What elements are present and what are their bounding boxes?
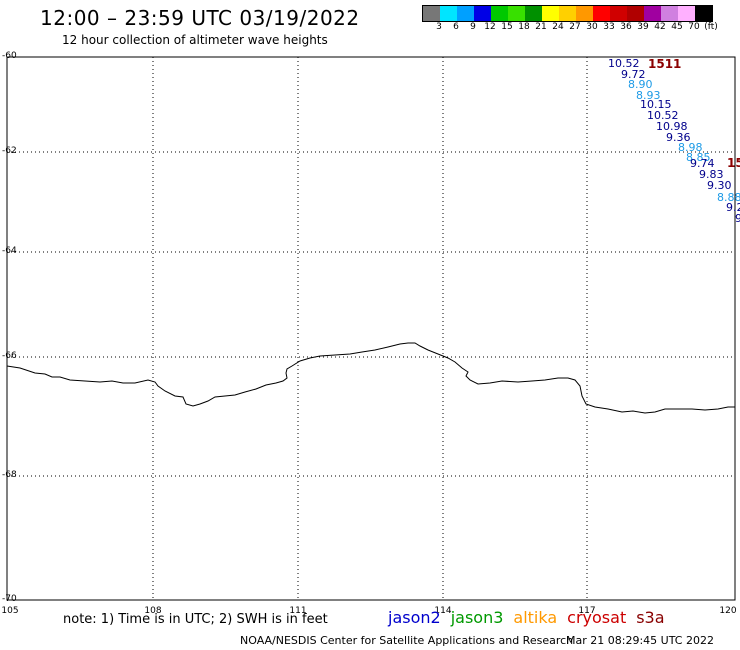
swh-color-scale-labels: 3 6 9 12 15 18 21 24 27 30 33 36 39 42 45 70 (ft) (422, 22, 740, 34)
footer-credit: NOAA/NESDIS Center for Satellite Applica… (240, 634, 574, 647)
color-swatch (678, 6, 695, 21)
longitude-label: 114 (434, 606, 452, 616)
swh-value-label: 9.83 (699, 168, 724, 181)
page-subtitle: 12 hour collection of altimeter wave hei… (62, 33, 328, 47)
swh-value-label: 9.72 (621, 68, 646, 81)
swh-value-label: 8.98 (678, 141, 703, 154)
swh-value-label: 10.52 (608, 57, 640, 70)
color-scale-label: 3 (436, 22, 442, 32)
swh-value-label: 9.30 (707, 179, 732, 192)
color-scale-label: 70 (688, 22, 700, 32)
swh-value-label: 8.88 (717, 191, 740, 204)
color-swatch (610, 6, 627, 21)
swh-value-label: 8.93 (636, 89, 661, 102)
color-swatch (644, 6, 661, 21)
swh-value-label: 9.74 (690, 157, 715, 170)
swh-label-group: 10.529.728.908.9310.1510.5210.989.368.98… (608, 57, 740, 225)
swh-value-label: 9 (735, 212, 740, 225)
color-scale-label: 30 (586, 22, 598, 32)
longitude-label: 105 (1, 606, 19, 616)
footer-timestamp: Mar 21 08:29:45 UTC 2022 (566, 634, 714, 647)
color-swatch (661, 6, 678, 21)
latitude-label: -66 (2, 351, 17, 361)
swh-value-label: 10.15 (640, 98, 672, 111)
color-scale-label: 15 (501, 22, 513, 32)
latitude-label: -62 (2, 146, 17, 156)
color-scale-label: 45 (671, 22, 683, 32)
color-scale-label: 42 (654, 22, 666, 32)
color-swatch (491, 6, 508, 21)
longitude-label: 120 (719, 606, 737, 616)
latitude-label: -60 (2, 51, 17, 61)
color-swatch (457, 6, 474, 21)
footer-note: note: 1) Time is in UTC; 2) SWH is in fe… (63, 612, 328, 627)
legend-item-jason3: jason3 (450, 608, 504, 627)
swh-value-label: 8.90 (628, 78, 653, 91)
color-scale-label: 33 (603, 22, 615, 32)
swh-color-scale (422, 5, 713, 22)
page-title: 12:00 – 23:59 UTC 03/19/2022 (40, 6, 360, 30)
swh-value-label: 10.98 (656, 120, 688, 133)
color-swatch (695, 6, 712, 21)
color-swatch (508, 6, 525, 21)
color-scale-label: 27 (569, 22, 581, 32)
color-scale-label: 21 (535, 22, 547, 32)
color-scale-label: 36 (620, 22, 632, 32)
track-id-label: 15 (727, 156, 740, 170)
color-swatch (559, 6, 576, 21)
color-scale-label: 24 (552, 22, 564, 32)
color-swatch (440, 6, 457, 21)
track-id-label: 1511 (648, 57, 681, 71)
swh-value-label: 8.85 (686, 151, 711, 164)
color-swatch (525, 6, 542, 21)
antarctic-coastline (6, 342, 735, 414)
map-frame (6, 56, 736, 601)
color-scale-label: 39 (637, 22, 649, 32)
swh-value-label: 9.36 (666, 131, 691, 144)
latitude-label: -64 (2, 246, 17, 256)
legend-item-jason2: jason2 (388, 608, 441, 627)
legend-item-altika: altika (513, 608, 558, 627)
longitude-label: 108 (144, 606, 162, 616)
color-swatch (423, 6, 440, 21)
swh-value-label: 9.2 (726, 201, 740, 214)
legend-item-cryosat: cryosat (567, 608, 627, 627)
color-scale-label: 6 (453, 22, 459, 32)
color-scale-label: 12 (484, 22, 496, 32)
color-swatch (627, 6, 644, 21)
longitude-label: 117 (578, 606, 596, 616)
color-swatch (593, 6, 610, 21)
legend-item-s3a: s3a (636, 608, 665, 627)
longitude-label: 111 (289, 606, 307, 616)
color-scale-label: (ft) (704, 22, 718, 32)
track-id-group: 1511 15 (648, 57, 740, 170)
latitude-label: -68 (2, 470, 17, 480)
map-gridlines (7, 57, 735, 600)
color-scale-label: 18 (518, 22, 530, 32)
swh-value-label: 10.52 (647, 109, 679, 122)
color-swatch (542, 6, 559, 21)
satellite-legend: jason2 jason3 altika cryosat s3a (388, 608, 675, 627)
color-swatch (474, 6, 491, 21)
color-swatch (576, 6, 593, 21)
latitude-label: -70 (2, 594, 17, 604)
color-scale-label: 9 (470, 22, 476, 32)
